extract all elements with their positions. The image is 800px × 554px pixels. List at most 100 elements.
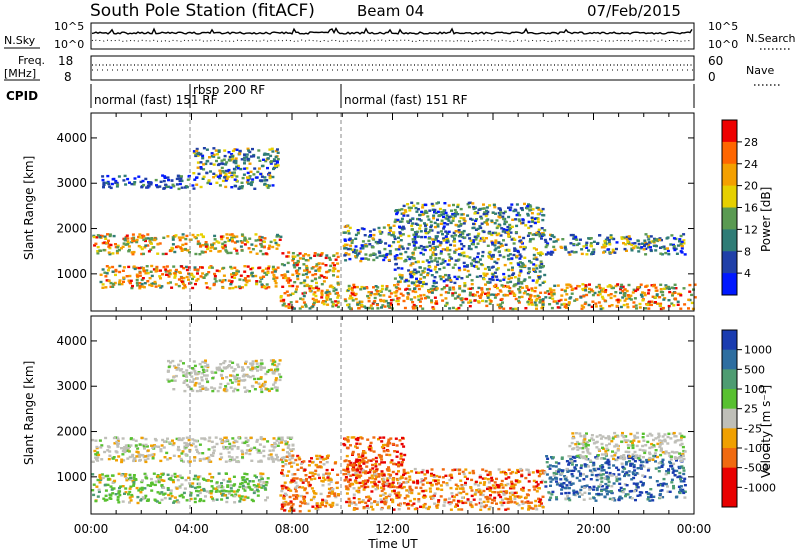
echo-cell xyxy=(303,269,306,272)
echo-cell xyxy=(432,253,436,257)
echo-cell xyxy=(398,482,402,485)
echo-cell xyxy=(463,219,467,223)
echo-cell xyxy=(535,267,539,270)
echo-cell xyxy=(513,293,517,297)
echo-cell xyxy=(434,288,438,292)
echo-cell xyxy=(96,250,100,253)
echo-cell xyxy=(168,457,172,460)
echo-cell xyxy=(475,218,478,221)
echo-cell xyxy=(219,382,223,386)
echo-cell xyxy=(427,237,431,240)
echo-cell xyxy=(370,502,373,505)
echo-cell xyxy=(111,492,115,495)
echo-cell xyxy=(619,305,623,309)
echo-cell xyxy=(380,440,384,443)
echo-cell xyxy=(418,227,422,230)
echo-cell xyxy=(591,293,595,297)
echo-cell xyxy=(358,465,362,468)
echo-cell xyxy=(411,307,415,310)
echo-cell xyxy=(352,501,356,504)
echo-cell xyxy=(255,484,259,488)
echo-cell xyxy=(352,436,356,439)
echo-cell xyxy=(420,285,424,288)
echo-cell xyxy=(435,302,439,305)
echo-cell xyxy=(202,457,206,461)
echo-cell xyxy=(291,259,295,262)
echo-cell xyxy=(304,259,308,262)
echo-cell xyxy=(682,239,686,242)
echo-cell xyxy=(222,266,226,270)
echo-cell xyxy=(197,172,201,176)
echo-cell xyxy=(511,218,515,221)
echo-cell xyxy=(231,361,235,364)
echo-cell xyxy=(351,286,354,290)
echo-cell xyxy=(355,459,359,462)
echo-cell xyxy=(283,509,286,512)
echo-cell xyxy=(230,275,234,279)
echo-cell xyxy=(352,487,356,490)
echo-cell xyxy=(386,442,390,445)
echo-cell xyxy=(275,247,279,250)
echo-cell xyxy=(173,274,177,277)
echo-cell xyxy=(146,244,150,247)
echo-cell xyxy=(538,504,542,507)
echo-cell xyxy=(418,213,422,217)
echo-cell xyxy=(347,287,351,290)
echo-cell xyxy=(432,475,436,478)
echo-cell xyxy=(303,499,306,503)
echo-cell xyxy=(406,279,410,283)
echo-cell xyxy=(233,501,237,504)
echo-cell xyxy=(250,364,254,367)
echo-cell xyxy=(224,385,228,388)
echo-cell xyxy=(256,170,260,174)
echo-cell xyxy=(132,459,136,463)
echo-cell xyxy=(472,498,476,501)
echo-cell xyxy=(137,489,141,492)
echo-cell xyxy=(129,281,132,285)
echo-cell xyxy=(313,252,317,255)
echo-cell xyxy=(539,251,543,254)
echo-cell xyxy=(177,177,181,180)
echo-cell xyxy=(129,476,133,479)
echo-cell xyxy=(676,300,680,303)
echo-cell xyxy=(468,237,472,240)
echo-cell xyxy=(327,491,331,495)
echo-cell xyxy=(129,444,133,447)
echo-cell xyxy=(374,285,378,288)
echo-cell xyxy=(265,179,269,182)
echo-cell xyxy=(647,235,651,238)
echo-cell xyxy=(282,263,286,267)
echo-cell xyxy=(91,473,95,476)
echo-cell xyxy=(143,282,147,285)
echo-cell xyxy=(682,233,686,236)
echo-cell xyxy=(246,240,250,244)
echo-cell xyxy=(604,289,608,292)
echo-cell xyxy=(164,270,168,273)
echo-cell xyxy=(288,448,292,451)
echo-cell xyxy=(227,455,231,458)
echo-cell xyxy=(509,262,513,265)
echo-cell xyxy=(384,499,388,502)
echo-cell xyxy=(434,257,438,260)
echo-cell xyxy=(518,296,521,299)
echo-cell xyxy=(429,490,432,493)
echo-cell xyxy=(400,277,404,280)
echo-cell xyxy=(274,378,278,382)
echo-cell xyxy=(279,299,283,303)
echo-cell xyxy=(263,366,266,369)
echo-cell xyxy=(496,286,499,290)
echo-cell xyxy=(106,478,110,481)
echo-cell xyxy=(366,485,370,489)
echo-cell xyxy=(344,478,348,481)
echo-cell xyxy=(522,248,526,251)
echo-cell xyxy=(439,495,443,498)
echo-cell xyxy=(500,244,504,247)
echo-cell xyxy=(385,453,389,456)
echo-cell xyxy=(403,472,407,475)
echo-cell xyxy=(440,488,444,491)
echo-cell xyxy=(154,445,158,448)
echo-cell xyxy=(247,247,251,250)
echo-cell xyxy=(273,270,277,273)
echo-cell xyxy=(566,283,570,286)
